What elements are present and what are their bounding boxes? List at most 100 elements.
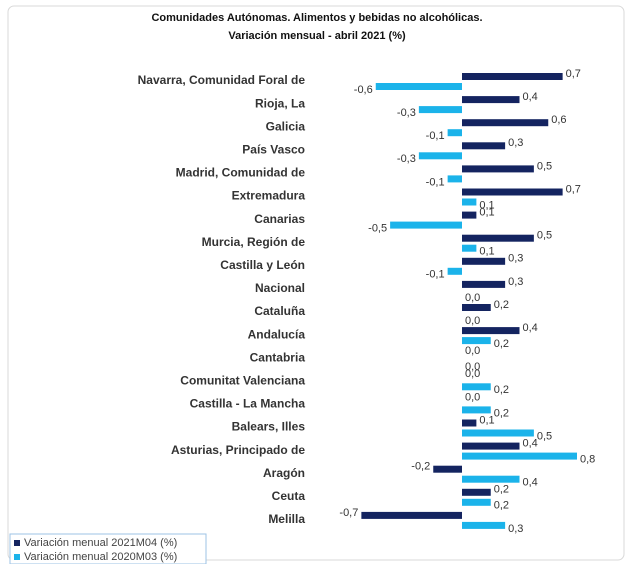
- data-label: -0,1: [426, 269, 445, 281]
- y-tick-label: Ceuta: [272, 489, 306, 503]
- y-tick-label: Andalucía: [248, 327, 306, 341]
- y-tick-label: Asturias, Principado de: [171, 443, 305, 457]
- y-tick-label: Murcia, Región de: [202, 235, 306, 249]
- bar: [462, 188, 563, 196]
- chart-title: Comunidades Autónomas. Alimentos y bebid…: [151, 12, 482, 24]
- data-label: -0,1: [426, 176, 445, 188]
- data-label: 0,4: [523, 91, 538, 103]
- data-label: 0,2: [494, 384, 509, 396]
- bar: [462, 165, 534, 173]
- data-label: -0,3: [397, 153, 416, 165]
- data-label: 0,2: [494, 500, 509, 512]
- y-tick-label: Comunitat Valenciana: [180, 373, 305, 387]
- data-label: 0,1: [479, 414, 494, 426]
- y-tick-label: Castilla - La Mancha: [190, 397, 306, 411]
- data-label: 0,8: [580, 454, 595, 466]
- y-tick-label: Navarra, Comunidad Foral de: [138, 73, 306, 87]
- bar: [462, 488, 491, 496]
- bar: [462, 442, 520, 450]
- data-label: -0,5: [368, 223, 387, 235]
- bar: [462, 234, 534, 242]
- bar: [462, 73, 563, 80]
- y-tick-label: Rioja, La: [255, 96, 305, 110]
- legend-label: Variación menual 2020M03 (%): [24, 551, 177, 563]
- chart-subtitle: Variación mensual - abril 2021 (%): [228, 30, 406, 42]
- bar: [418, 106, 462, 114]
- y-tick-label: Balears, Illes: [232, 420, 306, 434]
- bar: [462, 280, 506, 288]
- data-label: 0,1: [479, 199, 494, 211]
- y-tick-label: Melilla: [268, 512, 305, 526]
- legend-box: [9, 533, 207, 564]
- data-label: 0,7: [566, 68, 581, 80]
- bar: [462, 304, 491, 311]
- y-tick-label: Canarias: [254, 212, 305, 226]
- data-label: 0,4: [523, 438, 538, 450]
- data-label: 0,2: [494, 484, 509, 496]
- y-tick-label: Galicia: [266, 119, 306, 133]
- data-label: 0,0: [465, 361, 480, 373]
- y-tick-label: Castilla y León: [220, 258, 305, 272]
- legend-swatch: [14, 554, 20, 560]
- data-label: 0,5: [537, 430, 552, 442]
- data-label: 0,0: [465, 368, 480, 380]
- data-label: 0,2: [494, 338, 509, 350]
- data-label: 0,5: [537, 230, 552, 242]
- data-label: -0,3: [397, 107, 416, 119]
- bar: [390, 221, 462, 229]
- bar: [361, 511, 462, 519]
- data-label: -0,1: [426, 130, 445, 142]
- bar: [462, 96, 520, 104]
- y-tick-label: Aragón: [263, 466, 305, 480]
- y-tick-label: Nacional: [255, 281, 305, 295]
- bar: [462, 142, 506, 150]
- data-label: 0,5: [537, 160, 552, 172]
- y-tick-label: Cantabria: [250, 350, 306, 364]
- data-label: -0,6: [354, 84, 373, 96]
- data-label: 0,0: [465, 391, 480, 403]
- data-label: -0,2: [411, 461, 430, 473]
- legend-swatch: [14, 540, 20, 546]
- data-label: 0,0: [465, 345, 480, 357]
- bar: [462, 244, 477, 252]
- data-label: 0,6: [551, 114, 566, 126]
- data-label: 0,3: [508, 523, 523, 535]
- bar: [462, 327, 520, 335]
- data-label: 0,1: [479, 207, 494, 219]
- bar: [462, 521, 506, 529]
- y-tick-label: Cataluña: [254, 304, 305, 318]
- bar: [462, 337, 491, 345]
- data-label: 0,0: [465, 292, 480, 304]
- bar: [462, 475, 520, 483]
- data-label: 0,0: [465, 315, 480, 327]
- data-label: -0,7: [339, 507, 358, 519]
- bar: [462, 419, 477, 427]
- y-tick-label: Extremadura: [232, 189, 306, 203]
- bar: [433, 465, 462, 473]
- bar: [462, 257, 506, 265]
- bar: [375, 83, 462, 90]
- data-label: 0,4: [523, 477, 538, 489]
- bar: [418, 152, 462, 160]
- data-label: 0,1: [479, 246, 494, 258]
- y-tick-label: Madrid, Comunidad de: [176, 166, 306, 180]
- legend-label: Variación menual 2021M04 (%): [24, 537, 177, 549]
- data-label: 0,2: [494, 407, 509, 419]
- data-label: 0,2: [494, 299, 509, 311]
- data-label: 0,4: [523, 322, 538, 334]
- data-label: 0,7: [566, 183, 581, 195]
- bar: [447, 267, 462, 275]
- bar: [447, 129, 462, 137]
- data-label: 0,3: [508, 276, 523, 288]
- bar: [462, 198, 477, 206]
- data-label: 0,3: [508, 137, 523, 149]
- bar: [462, 119, 549, 127]
- bar: [462, 498, 491, 506]
- y-tick-label: País Vasco: [242, 142, 305, 156]
- bar: [462, 383, 491, 391]
- data-label: 0,3: [508, 253, 523, 265]
- bar: [462, 429, 534, 437]
- bar: [462, 406, 491, 414]
- bar: [462, 211, 477, 219]
